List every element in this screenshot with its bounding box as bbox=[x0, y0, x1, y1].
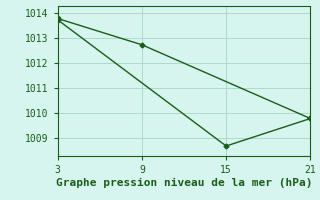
X-axis label: Graphe pression niveau de la mer (hPa): Graphe pression niveau de la mer (hPa) bbox=[56, 178, 312, 188]
